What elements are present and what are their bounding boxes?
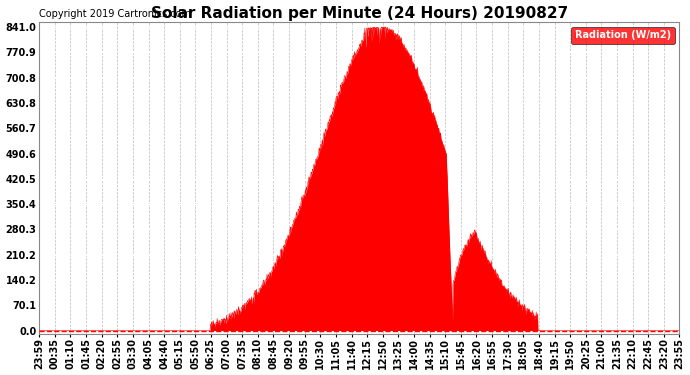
- Title: Solar Radiation per Minute (24 Hours) 20190827: Solar Radiation per Minute (24 Hours) 20…: [150, 6, 568, 21]
- Legend: Radiation (W/m2): Radiation (W/m2): [571, 27, 675, 44]
- Text: Copyright 2019 Cartronics.com: Copyright 2019 Cartronics.com: [39, 9, 191, 19]
